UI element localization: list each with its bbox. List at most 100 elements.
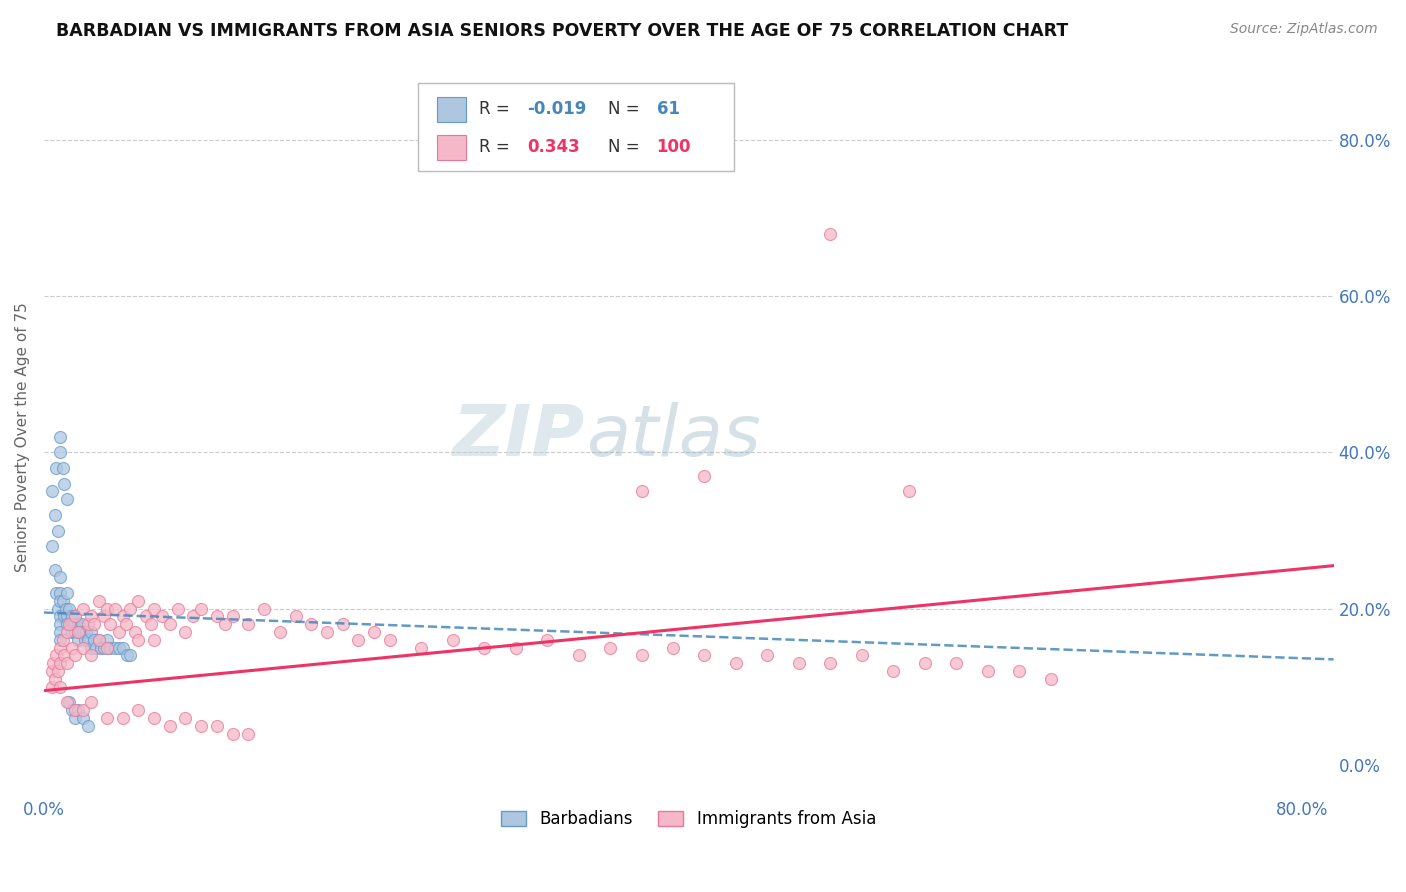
Point [724, 657, 747, 671]
Point [72, 703, 94, 717]
Point [820, 227, 842, 241]
Point [945, 657, 967, 671]
Text: BARBADIAN VS IMMIGRANTS FROM ASIA SENIORS POVERTY OVER THE AGE OF 75 CORRELATION: BARBADIAN VS IMMIGRANTS FROM ASIA SENIOR… [56, 22, 1069, 40]
Point [48, 680, 70, 694]
Point [56, 625, 79, 640]
Point [181, 609, 204, 624]
Point [65, 609, 87, 624]
Point [104, 601, 127, 615]
Point [72, 640, 94, 655]
Text: 61: 61 [657, 100, 679, 119]
Point [897, 484, 920, 499]
Point [214, 617, 236, 632]
Point [693, 648, 716, 663]
Point [70, 617, 93, 632]
Point [80, 695, 103, 709]
FancyBboxPatch shape [437, 135, 465, 160]
Point [56, 657, 79, 671]
Point [65, 711, 87, 725]
Point [56, 586, 79, 600]
Point [89, 640, 111, 655]
Point [378, 632, 401, 647]
Point [48, 430, 70, 444]
FancyBboxPatch shape [437, 96, 465, 122]
Point [536, 632, 558, 647]
Point [347, 632, 370, 647]
Point [111, 640, 134, 655]
Point [96, 640, 118, 655]
Point [253, 601, 276, 615]
Point [55, 601, 77, 615]
Point [52, 632, 75, 647]
Point [44, 563, 66, 577]
Point [441, 632, 464, 647]
Point [174, 625, 197, 640]
Point [87, 594, 110, 608]
Point [205, 609, 228, 624]
Point [65, 609, 87, 624]
Point [58, 601, 80, 615]
Point [67, 632, 90, 647]
Point [77, 617, 100, 632]
Point [363, 625, 385, 640]
Point [53, 648, 76, 663]
Point [48, 586, 70, 600]
Point [174, 711, 197, 725]
Y-axis label: Seniors Poverty Over the Age of 75: Seniors Poverty Over the Age of 75 [15, 301, 30, 572]
Point [190, 601, 212, 615]
Point [58, 617, 80, 632]
Point [914, 657, 936, 671]
Text: 100: 100 [657, 138, 690, 156]
Point [87, 632, 110, 647]
Point [505, 640, 527, 655]
Point [80, 625, 103, 640]
Point [48, 609, 70, 624]
Point [72, 625, 94, 640]
Point [60, 703, 83, 717]
Point [46, 524, 69, 538]
Point [80, 609, 103, 624]
Point [139, 617, 162, 632]
Point [48, 594, 70, 608]
Point [48, 445, 70, 459]
Point [84, 640, 107, 655]
Point [67, 617, 90, 632]
Point [108, 640, 131, 655]
Point [159, 617, 181, 632]
Point [114, 617, 136, 632]
Point [56, 609, 79, 624]
Point [48, 617, 70, 632]
Point [693, 468, 716, 483]
FancyBboxPatch shape [418, 83, 734, 171]
Point [52, 594, 75, 608]
Point [284, 609, 307, 624]
Point [69, 625, 91, 640]
Text: N =: N = [607, 100, 644, 119]
Point [53, 609, 76, 624]
Point [98, 617, 121, 632]
Point [238, 726, 260, 740]
Point [159, 719, 181, 733]
Point [127, 632, 149, 647]
Point [630, 648, 652, 663]
Point [72, 711, 94, 725]
Text: -0.019: -0.019 [527, 100, 586, 119]
Point [472, 640, 495, 655]
Point [44, 508, 66, 522]
Point [56, 617, 79, 632]
Point [96, 601, 118, 615]
Point [756, 648, 779, 663]
Point [299, 617, 322, 632]
Point [67, 625, 90, 640]
Point [45, 648, 67, 663]
Text: atlas: atlas [585, 402, 761, 471]
Point [221, 609, 243, 624]
Point [46, 664, 69, 678]
Point [77, 719, 100, 733]
Point [190, 719, 212, 733]
Point [52, 461, 75, 475]
Point [77, 632, 100, 647]
Point [117, 648, 139, 663]
Point [60, 625, 83, 640]
Legend: Barbadians, Immigrants from Asia: Barbadians, Immigrants from Asia [495, 803, 883, 835]
